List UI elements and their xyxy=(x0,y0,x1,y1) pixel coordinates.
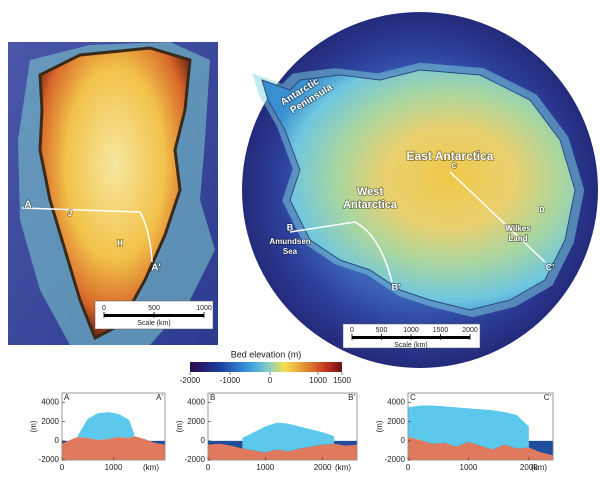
scale-tick-label: 1500 xyxy=(433,327,449,334)
map-label: J xyxy=(68,209,72,218)
profile-start: C xyxy=(410,393,416,402)
bed-area xyxy=(62,436,165,460)
scale-tick-label: 1000 xyxy=(196,305,212,312)
scale-tick-label: 500 xyxy=(376,327,388,334)
scale-tick-label: 1000 xyxy=(403,327,419,334)
profile-line xyxy=(449,171,546,263)
map-label: B' xyxy=(392,282,401,292)
map-label: West xyxy=(357,186,383,198)
map-label: Antarctica xyxy=(343,199,398,211)
profile-start: B xyxy=(210,393,215,402)
x-tick-label: 1000 xyxy=(460,463,478,472)
antarctica-map xyxy=(242,12,598,368)
ice-area xyxy=(408,405,529,450)
x-tick-label: 2000 xyxy=(314,463,332,472)
y-axis-label: (m) xyxy=(375,420,384,432)
y-tick-label: 4000 xyxy=(387,398,405,407)
scale-tick-label: 500 xyxy=(148,305,160,312)
map-label: B xyxy=(287,222,294,232)
profile-end: C' xyxy=(544,393,552,402)
colorbar xyxy=(190,362,342,372)
y-axis-label: (m) xyxy=(29,420,38,432)
plot-frame xyxy=(207,392,358,461)
map-label: Sea xyxy=(283,247,298,256)
map-label: C' xyxy=(546,262,555,272)
scale-label: Scale (km) xyxy=(394,342,427,349)
y-tick-label: 0 xyxy=(55,436,60,445)
colorbar-tick-label: -2000 xyxy=(180,376,201,385)
colorbar-title: Bed elevation (m) xyxy=(231,349,302,359)
x-tick-label: 0 xyxy=(206,463,211,472)
y-tick-label: 0 xyxy=(401,436,406,445)
antarctica xyxy=(261,69,576,311)
bed-area xyxy=(208,443,357,460)
y-tick-label: 0 xyxy=(201,436,206,445)
plot-frame xyxy=(407,392,554,461)
map-label: Amundsen xyxy=(269,237,310,246)
y-axis-label: (m) xyxy=(175,420,184,432)
x-tick-label: 0 xyxy=(60,463,65,472)
map-label: C xyxy=(451,163,456,170)
profile-line xyxy=(289,221,393,283)
y-tick-label: 2000 xyxy=(387,417,405,426)
y-tick-label: 4000 xyxy=(41,398,59,407)
map-label: East Antarctica xyxy=(407,149,494,163)
greenland xyxy=(38,46,192,341)
map-label: Wilkes xyxy=(505,224,531,233)
profile-end: A' xyxy=(156,393,163,402)
map-label: A' xyxy=(151,263,161,274)
y-tick-label: -2000 xyxy=(39,455,60,464)
y-tick-label: 4000 xyxy=(187,398,205,407)
colorbar-tick-label: 0 xyxy=(268,376,273,385)
map-label: Land xyxy=(508,234,527,243)
map-label: A xyxy=(24,200,31,211)
colorbar-tick-label: 1500 xyxy=(333,376,351,385)
x-tick-label: 0 xyxy=(406,463,411,472)
x-tick-label: 2000 xyxy=(520,463,538,472)
y-tick-label: 2000 xyxy=(41,417,59,426)
profile-start: A xyxy=(64,393,70,402)
ice-area xyxy=(77,412,135,440)
map-label: H xyxy=(117,239,123,248)
profile-end: B' xyxy=(348,393,355,402)
scale-tick-label: 0 xyxy=(350,327,354,334)
x-tick-label: 1000 xyxy=(105,463,123,472)
profile-line xyxy=(21,207,153,263)
ice-area xyxy=(242,422,335,453)
scale-tick-label: 2000 xyxy=(462,327,478,334)
y-tick-label: -2000 xyxy=(385,455,406,464)
y-tick-label: -2000 xyxy=(185,455,206,464)
x-tick-label: 1000 xyxy=(256,463,274,472)
colorbar-tick-label: 1000 xyxy=(309,376,327,385)
x-axis-label: (km) xyxy=(143,463,159,472)
x-axis-label: (km) xyxy=(531,463,547,472)
map-label: D xyxy=(539,207,544,214)
scale-tick-label: 0 xyxy=(102,305,106,312)
greenland-map xyxy=(8,42,218,345)
x-axis-label: (km) xyxy=(335,463,351,472)
scale-label: Scale (km) xyxy=(137,320,170,327)
y-tick-label: 2000 xyxy=(187,417,205,426)
colorbar-tick-label: -1000 xyxy=(220,376,241,385)
